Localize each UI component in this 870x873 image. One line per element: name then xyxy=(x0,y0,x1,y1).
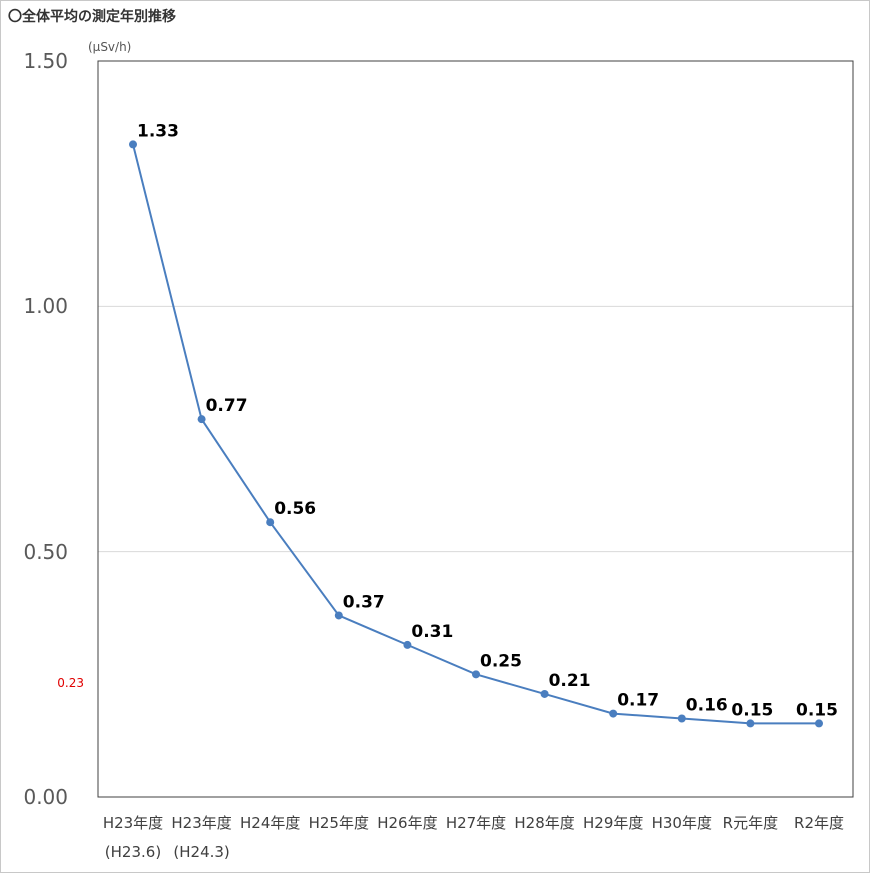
data-label: 0.16 xyxy=(686,695,728,715)
x-tick-label: H23年度 xyxy=(171,814,232,832)
data-point xyxy=(266,518,275,527)
data-point xyxy=(540,689,549,698)
data-label: 0.77 xyxy=(206,396,248,416)
data-point xyxy=(472,670,480,679)
data-point xyxy=(197,415,206,424)
x-tick-label: H26年度 xyxy=(377,814,438,832)
x-tick-sublabel: (H24.3) xyxy=(173,843,230,861)
data-point xyxy=(129,140,137,149)
series-line xyxy=(132,144,819,725)
x-tick-label: H28年度 xyxy=(514,814,575,832)
data-label: 0.21 xyxy=(549,671,591,691)
data-label: 0.15 xyxy=(796,700,838,720)
y-tick-label: 1.00 xyxy=(23,294,68,319)
x-tick-label: H29年度 xyxy=(583,814,644,832)
data-label: 0.25 xyxy=(480,651,522,671)
x-tick-label: H25年度 xyxy=(308,814,369,832)
data-label: 0.15 xyxy=(731,700,773,720)
x-tick-label: R元年度 xyxy=(722,814,779,832)
x-tick-sublabel: (H23.6) xyxy=(104,843,162,861)
y-tick-label: 1.50 xyxy=(23,49,68,73)
data-label: 0.56 xyxy=(274,499,316,519)
plot-area-border xyxy=(97,60,854,798)
chart-title: 〇全体平均の測定年別推移 xyxy=(8,9,176,25)
reference-value-label: 0.23 xyxy=(57,676,84,691)
data-label: 0.31 xyxy=(411,622,453,642)
x-tick-label: H24年度 xyxy=(240,814,301,832)
x-tick-label: H30年度 xyxy=(651,814,712,832)
x-tick-label: H27年度 xyxy=(445,814,507,832)
data-point xyxy=(677,714,686,723)
data-point xyxy=(746,719,755,728)
data-point xyxy=(334,611,343,620)
data-label: 1.33 xyxy=(137,121,179,141)
y-tick-label: 0.00 xyxy=(23,785,68,809)
y-tick-label: 0.50 xyxy=(23,539,68,564)
data-point xyxy=(609,709,618,718)
x-tick-label: R2年度 xyxy=(794,814,844,832)
data-point xyxy=(815,719,823,728)
y-axis-unit: (μSv/h) xyxy=(88,40,132,54)
data-label: 0.17 xyxy=(617,691,659,711)
data-point xyxy=(403,640,412,649)
data-label: 0.37 xyxy=(343,592,385,612)
x-tick-label: H23年度 xyxy=(102,814,164,832)
